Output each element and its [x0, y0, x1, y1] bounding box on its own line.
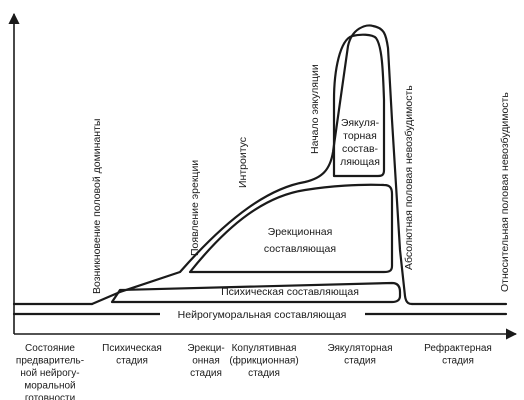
event-relative-refractory-label: Относительная половая невозбудимость [499, 92, 511, 292]
stage-2-label-line-1: Психическая [102, 343, 162, 354]
psychic-label: Психическая составляющая [221, 286, 359, 298]
ejaculatory-label-1: Эякуля- [341, 117, 380, 129]
stage-1-label-line-3: ной нейрогу- [20, 368, 79, 379]
erection-label-1: Эрекционная [268, 226, 333, 238]
stage-1-label-line-1: Состояние [25, 343, 75, 354]
stage-6-label-line-2: стадия [442, 356, 474, 367]
ejaculatory-label-2: торная [343, 130, 377, 142]
stage-1-label-line-2: предваритель- [16, 356, 84, 367]
psychic-band [110, 281, 402, 304]
stage-4-label-line-1: Копулятивная [232, 343, 297, 354]
erection-label-2: составляющая [264, 243, 336, 255]
stage-6-label-line-1: Рефрактерная [424, 342, 492, 354]
event-ejaculation-onset-label: Начало эякуляции [309, 64, 321, 154]
event-absolute-refractory-label: Абсолютная половая невозбудимость [403, 85, 415, 270]
erection-band [188, 183, 394, 274]
stage-3-label-line-2: онная [192, 356, 220, 367]
stage-3-label-line-3: стадия [190, 368, 222, 379]
stage-labels: Состояние предваритель-ной нейрогу-мораль… [16, 342, 492, 400]
neurohumoral-label: Нейрогуморальная составляющая [178, 309, 347, 321]
stage-2-label-line-2: стадия [116, 356, 148, 367]
event-erection-onset-label: Появление эрекции [189, 160, 201, 256]
stage-1-label-line-4: моральной [24, 381, 75, 392]
ejaculatory-label-4: ляющая [340, 156, 380, 168]
ejaculatory-label-3: состав- [342, 143, 379, 155]
stage-5-label-line-1: Эякуляторная [327, 343, 392, 354]
ejaculatory-band [332, 33, 386, 178]
stage-4-label-line-2: (фрикционная) [229, 355, 298, 367]
stage-3-label-line-1: Эрекци- [187, 343, 224, 354]
event-dominant-label: Возникновение половой доминанты [91, 119, 103, 294]
stage-1-label-line-5: готовности [25, 393, 75, 400]
stage-5-label-line-2: стадия [344, 356, 376, 367]
stage-4-label-line-3: стадия [248, 368, 280, 379]
event-introitus-label: Интроитус [237, 137, 249, 188]
